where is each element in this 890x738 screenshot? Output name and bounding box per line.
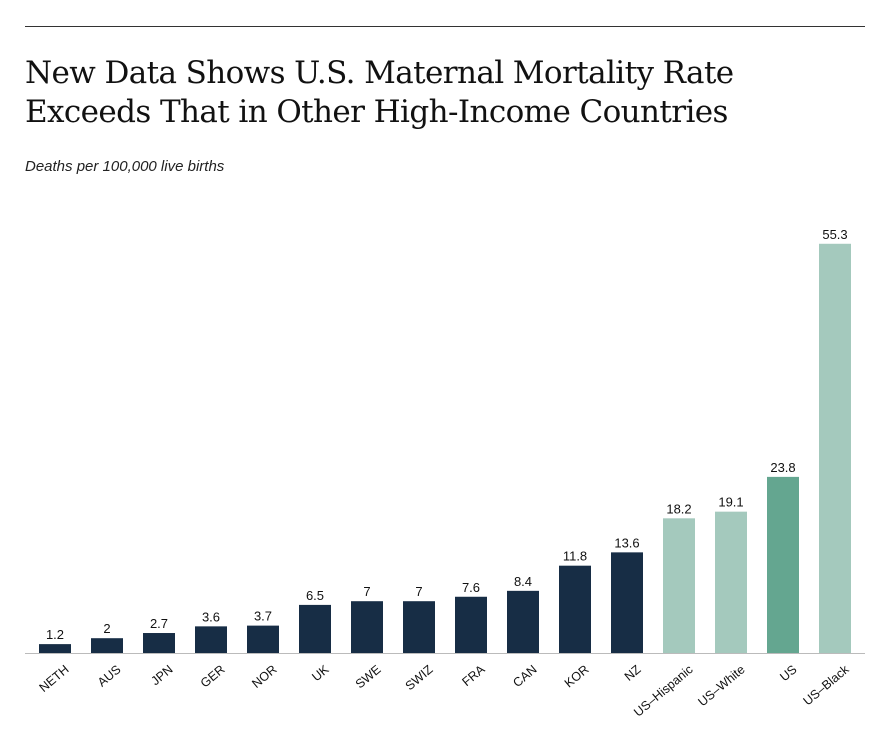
value-labels-group: 1.2 2 2.7 3.6 3.7 6.5 7 7 7.6 8.4 11.8 13.6 18.2 19.1… [46, 227, 848, 642]
bar-jpn [143, 633, 175, 653]
bar-us [767, 476, 799, 653]
value-label-jpn: 2.7 [150, 616, 168, 631]
tick-label-us-white: US–White [695, 662, 747, 709]
bar-fra [455, 596, 487, 653]
value-label-uk: 6.5 [306, 588, 324, 603]
bar-ger [195, 626, 227, 653]
tick-label-ger: GER [198, 662, 228, 690]
chart-subtitle: Deaths per 100,000 live births [25, 158, 225, 175]
tick-label-neth: NETH [37, 662, 72, 695]
bar-can [507, 590, 539, 653]
bar-swe [351, 601, 383, 653]
bar-neth [39, 644, 71, 653]
bar-us-black [819, 243, 851, 653]
value-label-swiz: 7 [415, 584, 422, 599]
tick-label-uk: UK [309, 662, 332, 684]
tick-label-us-black: US–Black [801, 662, 853, 708]
tick-label-nz: NZ [622, 662, 644, 684]
tick-label-can: CAN [510, 662, 539, 690]
value-label-neth: 1.2 [46, 627, 64, 642]
bar-nz [611, 552, 643, 653]
tick-label-swe: SWE [353, 662, 384, 691]
value-label-ger: 3.6 [202, 609, 220, 624]
bar-kor [559, 565, 591, 653]
bar-us-white [715, 511, 747, 653]
value-label-aus: 2 [103, 621, 110, 636]
chart-title-line-1: New Data Shows U.S. Maternal Mortality R… [25, 55, 734, 91]
bar-aus [91, 638, 123, 653]
value-label-can: 8.4 [514, 574, 532, 589]
value-label-us: 23.8 [770, 460, 795, 475]
tick-label-us: US [777, 662, 799, 684]
value-label-kor: 11.8 [563, 549, 587, 564]
value-label-fra: 7.6 [462, 580, 480, 595]
x-tick-labels-group: NETH AUS JPN GER NOR UK SWE SWIZ FRA CAN KOR NZUS–H… [37, 662, 853, 720]
top-rule [25, 26, 865, 27]
tick-label-kor: KOR [562, 662, 592, 690]
value-label-us-black: 55.3 [822, 227, 847, 242]
tick-label-fra: FRA [459, 662, 488, 689]
chart-title: New Data Shows U.S. Maternal Mortality R… [25, 54, 865, 132]
bar-us-hispanic [663, 518, 695, 653]
tick-label-swiz: SWIZ [403, 662, 436, 693]
bar-swiz [403, 601, 435, 653]
tick-label-aus: AUS [95, 662, 124, 689]
chart-title-line-2: Exceeds That in Other High-Income Countr… [25, 94, 728, 130]
value-label-us-hispanic: 18.2 [666, 501, 691, 516]
tick-label-nor: NOR [249, 662, 279, 691]
bars-group [39, 243, 851, 653]
value-label-nz: 13.6 [614, 535, 639, 550]
value-label-nor: 3.7 [254, 609, 272, 624]
bar-nor [247, 625, 279, 653]
tick-label-jpn: JPN [148, 662, 175, 688]
value-label-swe: 7 [363, 584, 370, 599]
value-label-us-white: 19.1 [718, 495, 743, 510]
bar-uk [299, 604, 331, 653]
